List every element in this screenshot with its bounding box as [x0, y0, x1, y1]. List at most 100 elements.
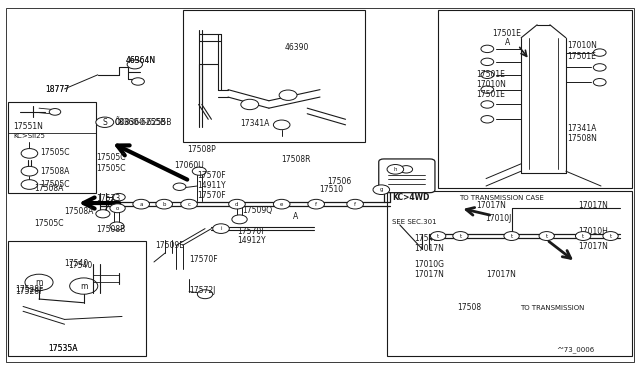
Text: c: c	[188, 202, 191, 207]
Text: 17509Q: 17509Q	[242, 206, 272, 215]
Text: t: t	[609, 234, 612, 238]
Text: KC>4WD: KC>4WD	[392, 193, 429, 202]
Text: 17017N: 17017N	[476, 201, 506, 210]
Text: 17501E: 17501E	[476, 70, 506, 78]
Text: t: t	[460, 234, 461, 238]
Text: 17341A: 17341A	[567, 124, 596, 133]
Circle shape	[481, 45, 493, 52]
Circle shape	[110, 222, 124, 230]
Circle shape	[156, 199, 173, 209]
Text: S: S	[102, 118, 107, 127]
Text: 17508N: 17508N	[567, 134, 597, 143]
Circle shape	[127, 60, 143, 69]
Circle shape	[173, 183, 186, 190]
Text: i: i	[220, 226, 222, 231]
Text: g: g	[380, 187, 383, 192]
Text: f: f	[315, 202, 317, 207]
Circle shape	[180, 199, 197, 209]
Text: 17017N: 17017N	[415, 244, 444, 253]
Text: h: h	[394, 167, 397, 172]
Text: 17540: 17540	[68, 261, 92, 270]
Circle shape	[308, 199, 324, 209]
Text: 17508A: 17508A	[40, 167, 70, 176]
Text: 17017N: 17017N	[579, 201, 609, 210]
Text: 17508: 17508	[458, 303, 481, 312]
Text: e: e	[280, 202, 284, 207]
Text: 17570F: 17570F	[189, 255, 218, 264]
Text: 17010H: 17010H	[579, 227, 609, 236]
Text: KC>SII25: KC>SII25	[13, 133, 45, 139]
Text: TO TRANSMISSION CASE: TO TRANSMISSION CASE	[460, 195, 544, 201]
Text: 17010J: 17010J	[484, 214, 511, 223]
Text: 17535A: 17535A	[49, 344, 78, 353]
Text: 17508B: 17508B	[97, 225, 125, 234]
Text: t: t	[546, 234, 548, 238]
Text: 17501E: 17501E	[567, 52, 596, 61]
Circle shape	[603, 232, 618, 240]
Text: ^'73_0006: ^'73_0006	[556, 346, 595, 353]
Text: 17508A: 17508A	[65, 207, 94, 216]
Circle shape	[96, 210, 110, 218]
Circle shape	[373, 185, 390, 195]
Circle shape	[96, 117, 114, 128]
Circle shape	[481, 71, 493, 78]
Text: 17505C: 17505C	[40, 180, 70, 189]
Text: 17573: 17573	[97, 194, 121, 203]
Text: 17528F: 17528F	[15, 287, 43, 296]
Text: 17506: 17506	[328, 177, 352, 186]
Circle shape	[212, 224, 229, 234]
Circle shape	[453, 232, 468, 240]
Circle shape	[113, 193, 125, 201]
Text: 17509E: 17509E	[156, 241, 184, 250]
Circle shape	[593, 78, 606, 86]
Text: A: A	[505, 38, 511, 48]
Circle shape	[481, 86, 493, 93]
Text: 17505C: 17505C	[34, 219, 63, 228]
Text: 17505C: 17505C	[40, 148, 70, 157]
Text: a: a	[140, 202, 143, 207]
Circle shape	[347, 199, 364, 209]
Bar	[8, 241, 146, 356]
Circle shape	[21, 180, 38, 189]
Circle shape	[593, 49, 606, 56]
Text: 17510: 17510	[319, 185, 343, 194]
Circle shape	[431, 232, 446, 240]
Text: 46364N: 46364N	[125, 56, 156, 65]
Circle shape	[387, 164, 404, 174]
Text: 17545: 17545	[415, 234, 439, 243]
Text: 17508A: 17508A	[34, 185, 63, 193]
Text: 46390: 46390	[285, 42, 309, 51]
Text: 14911Y: 14911Y	[197, 181, 226, 190]
Text: Õ08360-6255B: Õ08360-6255B	[115, 118, 172, 127]
Text: 08360-6255B: 08360-6255B	[115, 118, 166, 127]
Text: 17501E: 17501E	[476, 90, 506, 99]
Circle shape	[49, 109, 61, 115]
Text: 17570F: 17570F	[197, 191, 226, 200]
Bar	[182, 10, 365, 141]
Circle shape	[575, 232, 591, 240]
Text: 17017N: 17017N	[415, 270, 444, 279]
Circle shape	[504, 232, 519, 240]
Text: f: f	[354, 202, 356, 207]
Text: o: o	[116, 206, 119, 211]
Text: 17017N: 17017N	[486, 270, 516, 279]
Text: 14912Y: 14912Y	[237, 236, 266, 246]
Text: m: m	[80, 282, 88, 291]
Text: 17570F: 17570F	[237, 227, 266, 236]
Text: 17501E: 17501E	[492, 29, 522, 38]
Text: TO TRANSMISSION: TO TRANSMISSION	[520, 305, 584, 311]
Circle shape	[273, 199, 290, 209]
Text: t: t	[437, 234, 439, 238]
Text: 17505C: 17505C	[97, 164, 126, 173]
Text: A: A	[293, 212, 298, 221]
Text: 17341A: 17341A	[240, 119, 269, 128]
Text: 17508P: 17508P	[187, 145, 216, 154]
Text: d: d	[236, 202, 239, 207]
Circle shape	[133, 199, 150, 209]
Circle shape	[197, 290, 212, 299]
Text: 18777: 18777	[45, 85, 70, 94]
Circle shape	[481, 101, 493, 108]
Text: 17540: 17540	[65, 259, 89, 268]
Circle shape	[593, 64, 606, 71]
Bar	[387, 191, 632, 356]
